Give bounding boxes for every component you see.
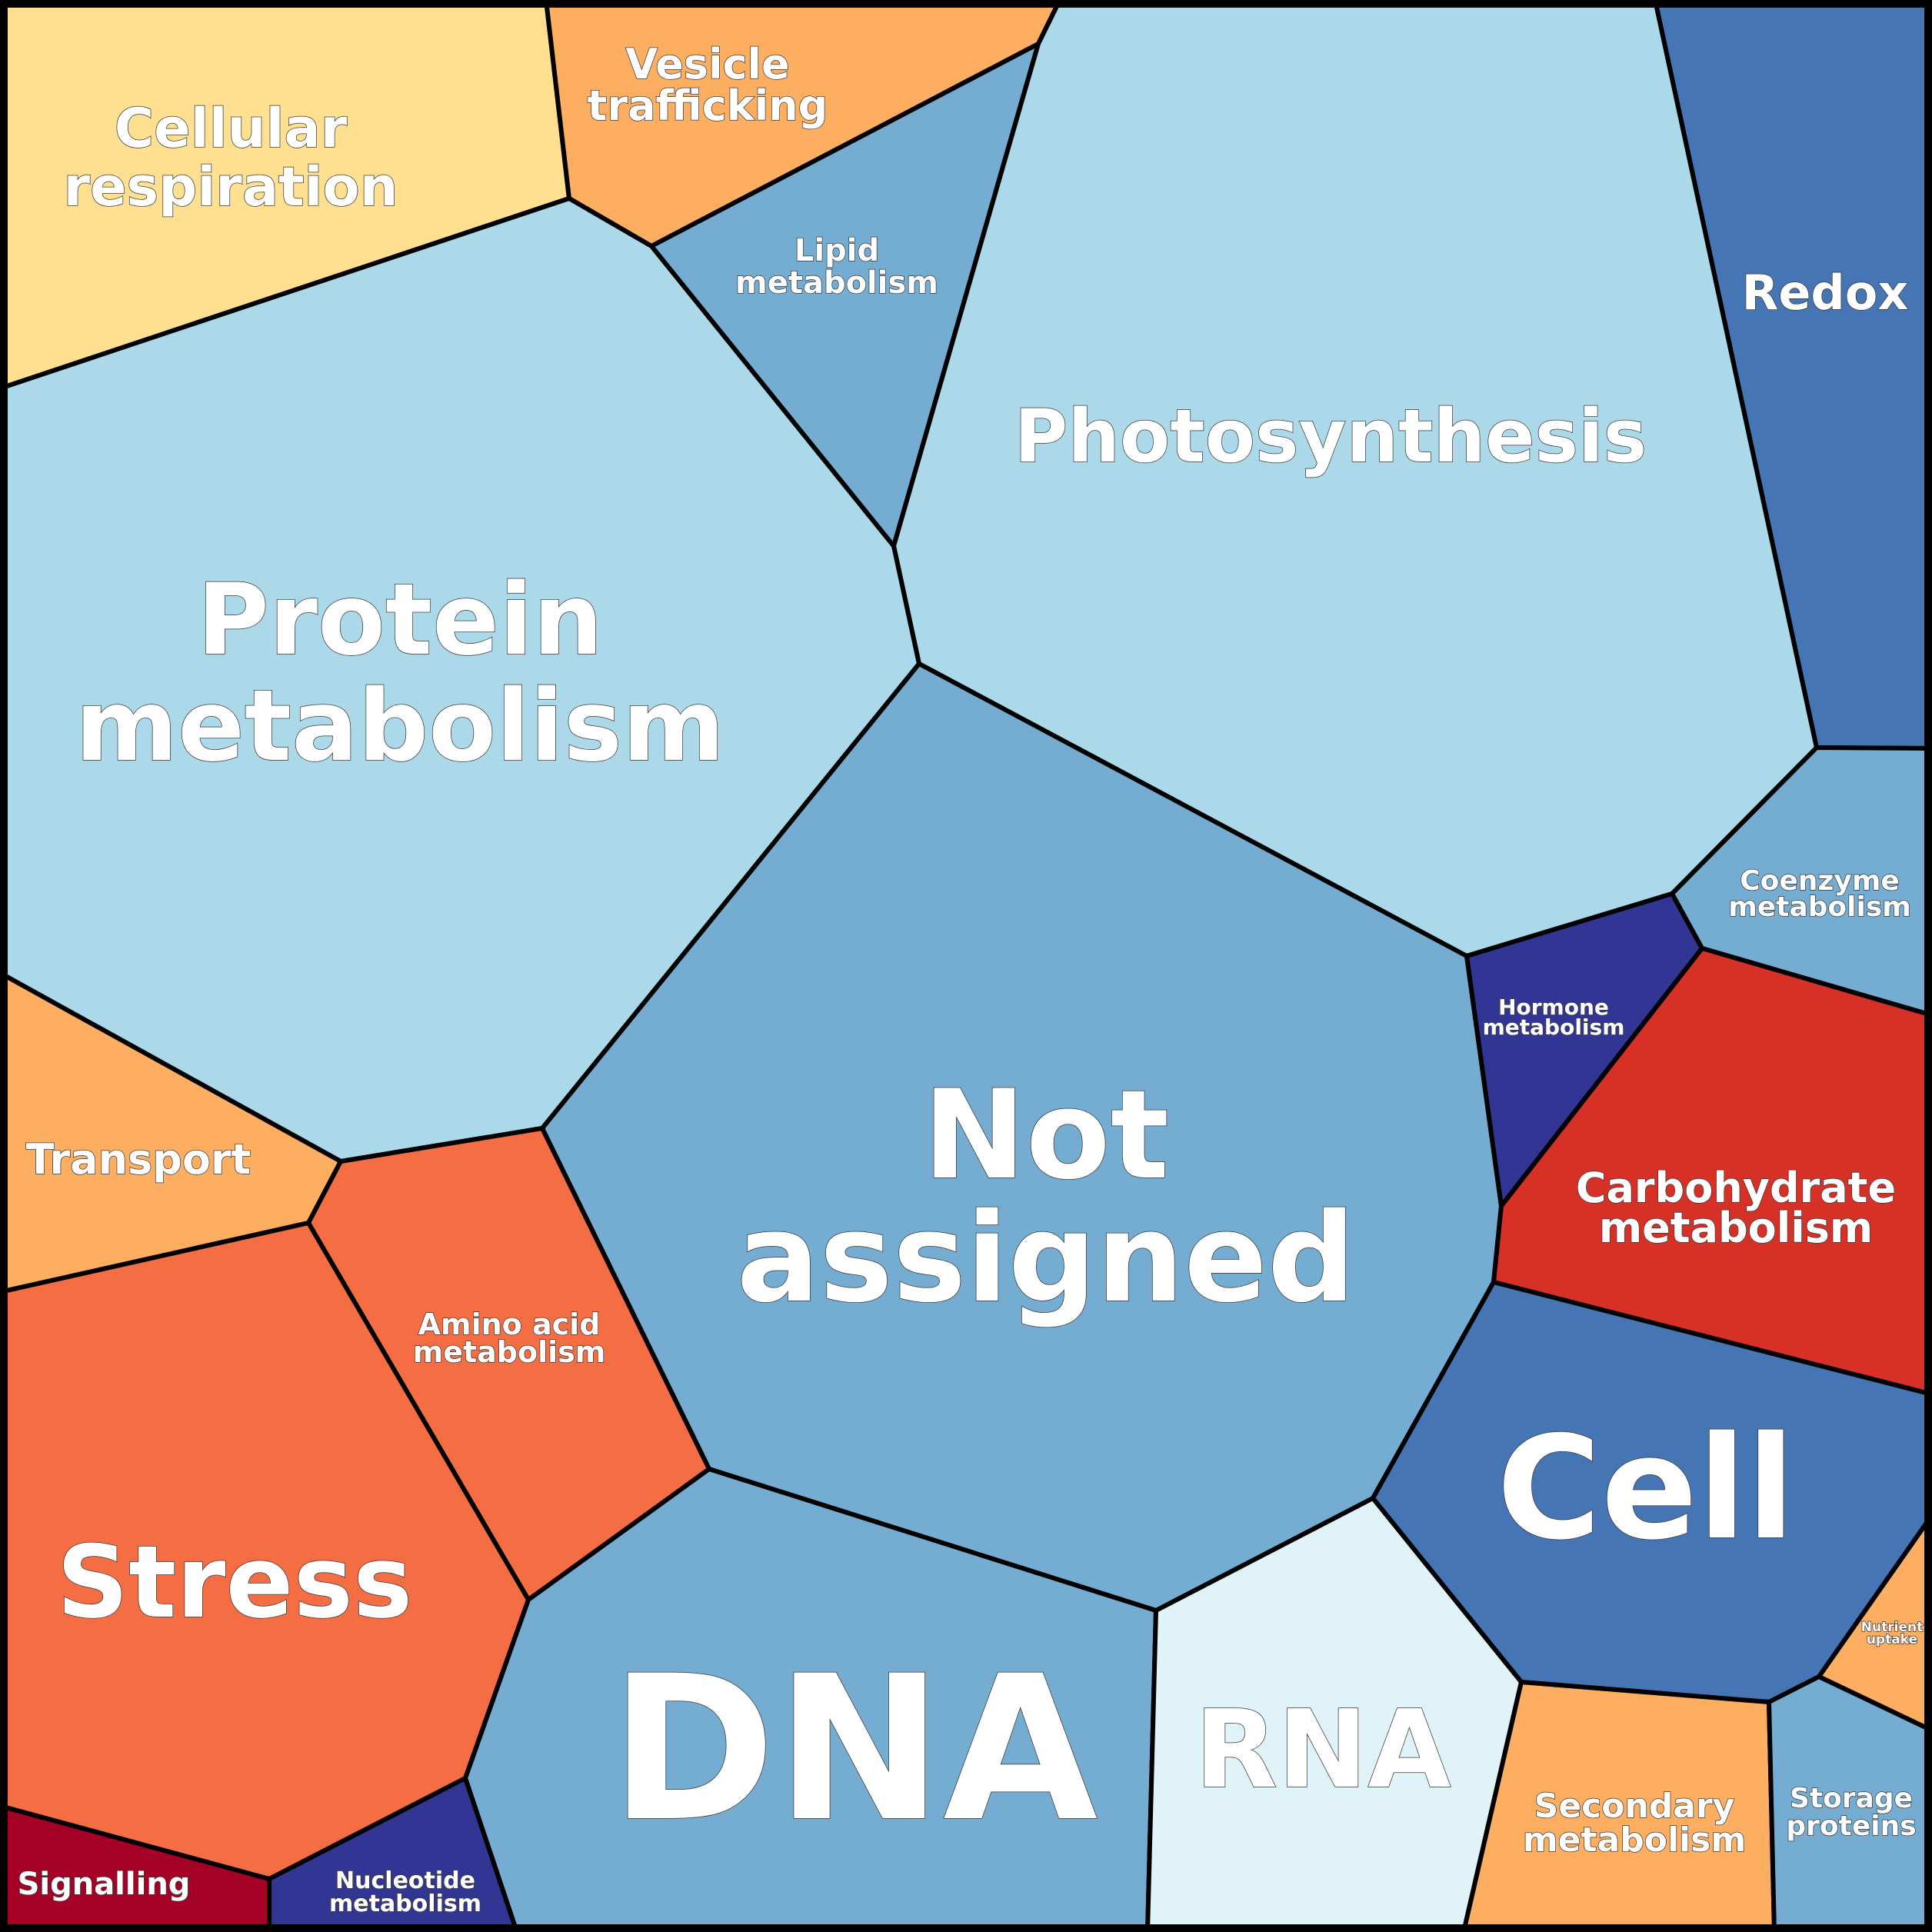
label-vesicle-trafficking: Vesicle trafficking [588, 40, 828, 130]
label-line-rna: RNA [1194, 1687, 1451, 1813]
label-rna: RNA [1194, 1687, 1451, 1813]
label-line-nutrient-uptake: Nutrient [1861, 1620, 1923, 1635]
label-not-assigned: Not assigned [737, 1063, 1356, 1330]
label-line-hormone-metabolism: Hormone [1498, 994, 1609, 1020]
label-line-photosynthesis: Photosynthesis [1014, 395, 1647, 479]
label-line-carbohydrate-metabolism: Carbohydrate [1576, 1164, 1896, 1212]
label-photosynthesis: Photosynthesis [1014, 395, 1647, 479]
label-line-protein-metabolism: metabolism [75, 669, 725, 784]
label-line-hormone-metabolism: metabolism [1483, 1014, 1625, 1040]
label-nutrient-uptake: Nutrient uptake [1861, 1620, 1923, 1647]
label-line-vesicle-trafficking: Vesicle [625, 40, 789, 88]
label-line-carbohydrate-metabolism: metabolism [1599, 1204, 1873, 1252]
cell-storage-proteins [1767, 1674, 1932, 1932]
label-line-amino-acid-metabolism: metabolism [413, 1335, 606, 1369]
label-line-stress: Stress [57, 1524, 413, 1641]
label-lipid-metabolism: Lipid metabolism [735, 233, 938, 301]
label-nucleotide-metabolism: Nucleotide metabolism [329, 1867, 481, 1917]
label-line-lipid-metabolism: metabolism [735, 265, 938, 301]
label-protein-metabolism: Protein metabolism [75, 563, 725, 784]
label-line-nucleotide-metabolism: Nucleotide [335, 1867, 475, 1894]
label-amino-acid-metabolism: Amino acid metabolism [413, 1307, 606, 1369]
label-signalling: Signalling [18, 1867, 191, 1902]
label-line-protein-metabolism: Protein [197, 563, 603, 678]
cell-redox [1653, 0, 1932, 751]
label-line-not-assigned: assigned [737, 1186, 1356, 1330]
label-line-coenzyme-metabolism: Coenzyme [1740, 865, 1900, 897]
label-cell: Cell [1497, 1405, 1795, 1571]
cell-secondary-metabolism [1461, 1680, 1777, 1932]
label-secondary-metabolism: Secondary metabolism [1523, 1787, 1746, 1860]
label-line-amino-acid-metabolism: Amino acid [418, 1307, 601, 1341]
label-cellular-respiration: Cellular respiration [64, 97, 398, 218]
cell-nucleotide-metabolism [267, 1776, 519, 1932]
label-line-redox: Redox [1742, 265, 1909, 321]
label-line-nutrient-uptake: uptake [1867, 1632, 1917, 1647]
label-line-secondary-metabolism: Secondary [1534, 1787, 1735, 1826]
label-line-not-assigned: Not [923, 1063, 1169, 1207]
label-line-cellular-respiration: respiration [64, 155, 398, 218]
label-line-vesicle-trafficking: trafficking [588, 82, 828, 130]
label-line-transport: Transport [26, 1135, 251, 1184]
label-line-dna: DNA [610, 1634, 1100, 1866]
label-line-cell: Cell [1497, 1405, 1795, 1571]
label-transport: Transport [26, 1135, 251, 1184]
label-line-signalling: Signalling [18, 1867, 191, 1902]
label-stress: Stress [57, 1524, 413, 1641]
label-line-nucleotide-metabolism: metabolism [329, 1890, 481, 1917]
label-coenzyme-metabolism: Coenzyme metabolism [1728, 865, 1911, 923]
label-line-storage-proteins: proteins [1786, 1810, 1916, 1842]
cell-signalling [0, 1804, 271, 1932]
label-line-coenzyme-metabolism: metabolism [1728, 891, 1911, 923]
labels-layer: Cellular respiration Vesicle trafficking Lip… [17, 39, 1924, 1918]
label-line-secondary-metabolism: metabolism [1523, 1820, 1746, 1860]
label-line-storage-proteins: Storage [1790, 1783, 1913, 1814]
label-dna: DNA [610, 1634, 1100, 1866]
label-hormone-metabolism: Hormone metabolism [1483, 994, 1625, 1040]
label-redox: Redox [1742, 265, 1909, 321]
label-carbohydrate-metabolism: Carbohydrate metabolism [1576, 1164, 1896, 1252]
label-storage-proteins: Storage proteins [1786, 1783, 1916, 1842]
label-line-lipid-metabolism: Lipid [794, 233, 879, 268]
label-line-cellular-respiration: Cellular [115, 97, 348, 160]
